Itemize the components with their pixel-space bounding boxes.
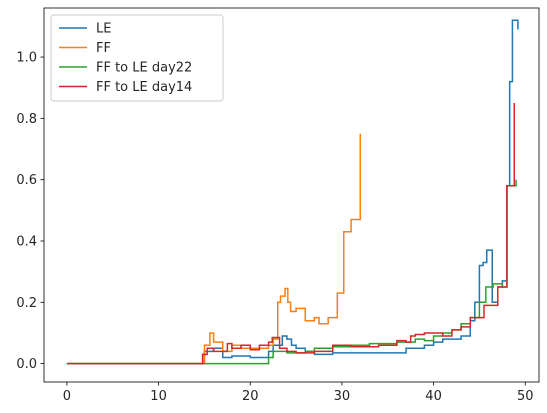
x-tick-label: 50 (517, 389, 534, 404)
x-tick-label: 0 (63, 389, 71, 404)
x-tick-label: 10 (150, 389, 167, 404)
series-layer (66, 19, 519, 365)
legend-label-1: FF (96, 41, 111, 56)
y-tick-label: 0.8 (16, 112, 37, 127)
y-tick-label: 1.0 (16, 51, 37, 66)
series-line-1 (66, 133, 361, 365)
x-tick-label: 20 (242, 389, 259, 404)
legend-label-0: LE (96, 22, 111, 37)
legend-label-2: FF to LE day22 (96, 61, 192, 76)
y-tick-label: 0.0 (16, 357, 37, 372)
x-tick-label: 30 (334, 389, 351, 404)
legend: LE FF FF to LE day22 FF to LE day14 (50, 14, 224, 102)
legend-label-3: FF to LE day14 (96, 80, 192, 95)
series-line-3 (66, 103, 515, 365)
y-axis: 0.0 0.2 0.4 0.6 0.8 1.0 (16, 51, 44, 372)
y-tick-label: 0.2 (16, 296, 37, 311)
y-tick-label: 0.6 (16, 173, 37, 188)
x-tick-label: 40 (425, 389, 442, 404)
axes-frame (43, 7, 540, 383)
y-tick-label: 0.4 (16, 234, 37, 249)
x-axis: 0 10 20 30 40 50 (63, 382, 534, 404)
legend-box (50, 14, 224, 102)
